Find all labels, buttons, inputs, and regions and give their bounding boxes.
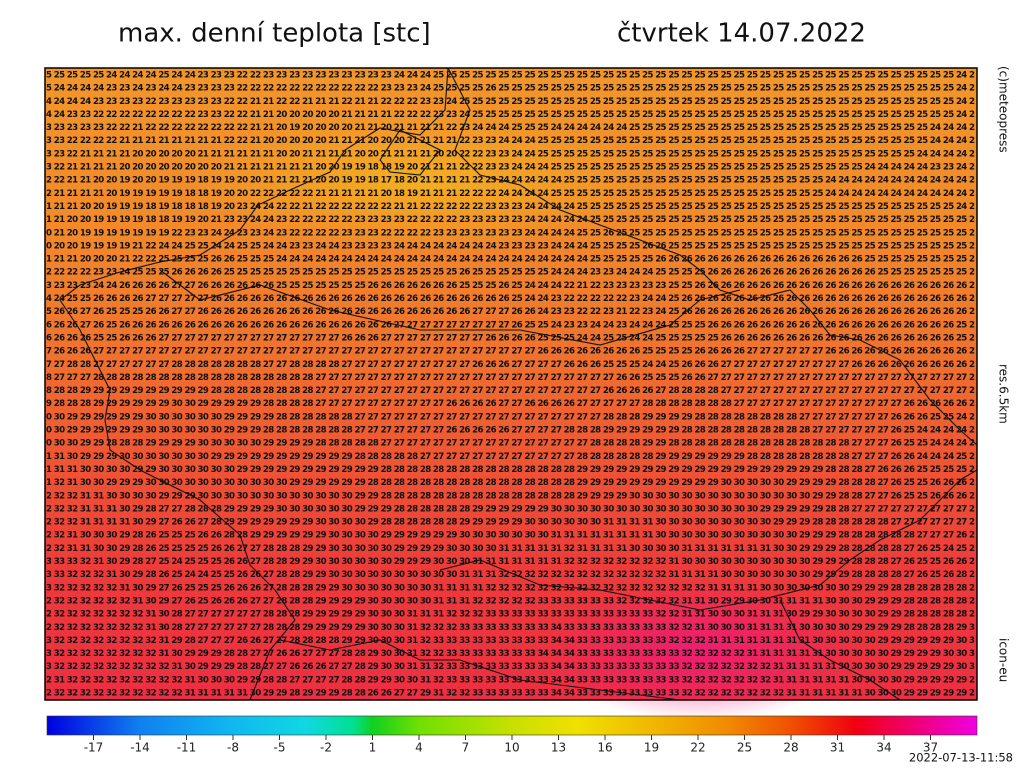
hot-zone xyxy=(540,580,860,720)
colorbar-tick-label: 28 xyxy=(783,741,798,755)
map-frame xyxy=(44,67,978,701)
colorbar-tick-label: -11 xyxy=(177,741,197,755)
colorbar-tick-label: 13 xyxy=(551,741,566,755)
grid-row: 2 32 32 32 32 32 32 32 32 32 32 31 31 31… xyxy=(46,689,975,699)
grid-row: 8 28 28 29 29 29 29 29 29 29 29 29 29 28… xyxy=(46,386,975,396)
colorbar-tick-label: 19 xyxy=(644,741,659,755)
grid-row: 4 24 23 23 22 22 22 22 22 22 22 22 23 23… xyxy=(46,110,975,120)
grid-row: 3 23 22 22 22 22 21 21 21 21 21 21 21 21… xyxy=(46,136,975,146)
grid-row: 3 32 32 32 32 32 32 32 32 32 31 30 29 29… xyxy=(46,662,975,672)
grid-row: 2 32 32 31 31 31 31 30 29 27 26 26 27 28… xyxy=(46,518,975,528)
colorbar-tick-label: -5 xyxy=(274,741,286,755)
colorbar-tick-label: 34 xyxy=(876,741,891,755)
grid-row: 3 23 23 23 24 24 26 26 26 26 27 27 26 26… xyxy=(46,281,975,291)
grid-row: 5 24 24 24 24 23 23 24 23 24 24 23 23 23… xyxy=(46,84,975,94)
grid-row: 1 31 30 29 29 29 30 30 30 30 30 30 30 29… xyxy=(46,452,975,462)
grid-row: 5 25 25 25 25 24 24 24 24 25 24 24 23 23… xyxy=(46,71,975,81)
credit: (c)meteopress xyxy=(997,66,1011,153)
grid-row: 2 32 32 32 32 32 32 32 31 30 28 27 27 27… xyxy=(46,623,975,633)
colorbar-tick-label: -8 xyxy=(227,741,239,755)
model-name: icon-eu xyxy=(997,638,1011,682)
grid-row: 3 32 32 32 32 32 32 32 32 31 29 28 27 27… xyxy=(46,636,975,646)
colorbar-tick-label: 25 xyxy=(737,741,752,755)
colorbar-tick-label: 16 xyxy=(597,741,612,755)
timestamp: 2022-07-13-11:58 xyxy=(909,751,1013,765)
grid-row: 0 30 29 29 29 29 29 29 30 30 30 30 30 30… xyxy=(46,412,975,422)
colorbar xyxy=(46,715,978,736)
map-title: max. denní teplota [stc] xyxy=(118,19,431,49)
grid-row: 2 22 22 22 23 23 24 25 25 25 26 26 26 26… xyxy=(46,268,975,278)
grid-row: 9 28 28 28 29 29 29 29 29 29 30 30 29 29… xyxy=(46,399,975,409)
grid-row: 2 32 31 31 30 30 29 28 26 25 25 25 25 26… xyxy=(46,544,975,554)
resolution: res.6.5km xyxy=(997,364,1011,424)
grid-row: 2 32 31 30 30 30 29 28 26 25 25 25 26 26… xyxy=(46,531,975,541)
map-date: čtvrtek 14.07.2022 xyxy=(617,19,866,49)
grid-row: 3 32 32 32 32 32 31 30 29 27 26 25 25 25… xyxy=(46,583,975,593)
grid-row: 8 27 27 27 28 28 28 28 28 28 28 28 28 28… xyxy=(46,373,975,383)
colorbar-tick-label: -2 xyxy=(320,741,332,755)
colorbar-tick-label: 7 xyxy=(462,741,470,755)
colorbar-tick-label: 1 xyxy=(369,741,377,755)
cool-zone xyxy=(180,110,660,250)
grid-row: 3 33 32 32 32 31 30 29 28 26 25 24 24 25… xyxy=(46,570,975,580)
grid-row: 2 21 21 21 21 20 19 19 19 19 19 18 18 19… xyxy=(46,189,975,199)
grid-row: 3 23 22 21 21 21 21 20 20 20 20 20 21 21… xyxy=(46,149,975,159)
grid-row: 4 24 24 24 23 23 23 23 22 23 23 23 23 23… xyxy=(46,97,975,107)
grid-row: 2 32 32 32 32 32 32 32 31 30 28 27 27 27… xyxy=(46,610,975,620)
grid-row: 4 24 25 25 26 26 26 26 27 27 27 27 27 26… xyxy=(46,294,975,304)
colorbar-tick-label: -14 xyxy=(130,741,150,755)
grid-row: 0 30 29 29 29 29 29 29 30 30 30 30 30 30… xyxy=(46,426,975,436)
grid-row: 1 21 20 20 19 19 19 19 18 18 19 19 20 21… xyxy=(46,215,975,225)
grid-row: 3 32 32 32 32 32 32 32 32 31 30 29 29 29… xyxy=(46,649,975,659)
grid-row: 0 30 30 29 29 28 28 28 29 29 29 29 30 30… xyxy=(46,439,975,449)
grid-row: 2 31 32 32 32 32 32 32 32 32 32 31 30 30… xyxy=(46,675,975,685)
grid-row: 7 27 28 28 27 27 27 27 27 27 28 28 28 28… xyxy=(46,360,975,370)
grid-row: 6 26 26 27 26 25 26 26 26 26 26 26 26 26… xyxy=(46,320,975,330)
grid-row: 2 32 32 31 31 30 30 30 30 29 29 29 30 30… xyxy=(46,491,975,501)
colorbar-tick-label: 22 xyxy=(690,741,705,755)
grid-row: 7 26 26 26 27 27 27 27 27 27 27 27 27 27… xyxy=(46,347,975,357)
colorbar-tick-label: 31 xyxy=(830,741,845,755)
colorbar-tick-label: 37 xyxy=(923,741,938,755)
grid-row: 3 33 33 32 31 30 29 28 27 25 24 25 25 25… xyxy=(46,557,975,567)
colorbar-tick-label: 4 xyxy=(415,741,423,755)
grid-row: 3 23 23 23 23 22 22 21 22 22 22 22 22 22… xyxy=(46,123,975,133)
grid-row: 2 22 21 21 20 20 19 20 20 19 19 19 18 19… xyxy=(46,176,975,186)
grid-row: 1 21 21 20 20 19 19 19 18 19 18 18 18 19… xyxy=(46,202,975,212)
grid-row: 2 32 32 32 32 32 32 31 30 29 27 26 25 26… xyxy=(46,596,975,606)
grid-row: 3 22 21 21 21 21 20 20 20 20 20 20 20 20… xyxy=(46,163,975,173)
grid-row: 0 20 20 19 19 19 19 21 22 24 24 25 25 24… xyxy=(46,241,975,251)
borders xyxy=(59,67,978,701)
grid-row: 6 26 26 26 25 25 26 26 26 27 27 27 27 27… xyxy=(46,333,975,343)
grid-row: 1 21 21 20 20 20 21 22 22 25 25 25 25 26… xyxy=(46,255,975,265)
grid-row: 2 32 32 31 31 31 30 29 28 27 27 28 28 28… xyxy=(46,504,975,514)
grid-row: 5 26 26 27 26 25 25 25 26 26 27 27 26 26… xyxy=(46,307,975,317)
colorbar-tick-label: 10 xyxy=(504,741,519,755)
colorbar-tick-label: -17 xyxy=(84,741,104,755)
colorbar-ticks: -17 -14 -11 -8 -5 -2 1 4 7 10 13 16 19 22 25 28 31 34 37 xyxy=(84,735,938,755)
grid-row: 1 32 31 30 30 29 29 29 30 30 30 30 30 30… xyxy=(46,478,975,488)
value-grid: 5 25 25 25 25 24 24 24 24 25 24 24 23 23… xyxy=(46,71,975,699)
grid-row: 0 21 20 19 19 19 19 19 19 19 22 23 23 24… xyxy=(46,228,975,238)
grid-row: 1 31 31 30 30 30 30 29 29 30 30 30 30 30… xyxy=(46,465,975,475)
